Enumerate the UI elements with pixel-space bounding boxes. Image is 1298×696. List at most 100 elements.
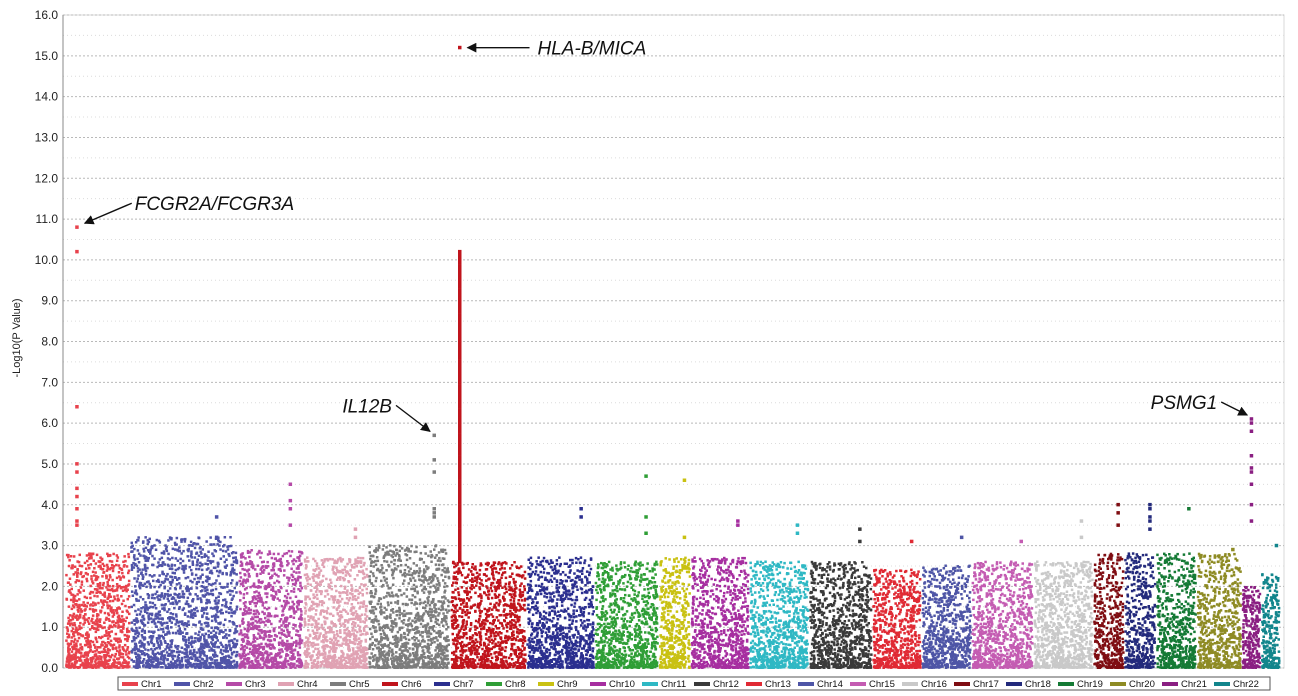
snp-point — [331, 664, 335, 667]
snp-point — [246, 561, 249, 565]
snp-point — [147, 618, 151, 621]
snp-point — [170, 563, 174, 567]
snp-point — [271, 643, 274, 646]
snp-point — [288, 576, 291, 580]
snp-point — [160, 623, 164, 626]
snp-point — [199, 575, 202, 578]
snp-point — [119, 630, 123, 633]
snp-point — [160, 656, 163, 659]
snp-point — [255, 656, 258, 660]
snp-point — [395, 641, 399, 645]
snp-point — [424, 610, 428, 613]
snp-point — [416, 591, 419, 595]
series-chr3 — [238, 482, 304, 669]
snp-point — [282, 620, 285, 623]
snp-point — [415, 631, 418, 634]
snp-point — [409, 579, 413, 582]
snp-point — [246, 549, 250, 553]
snp-point — [79, 643, 82, 646]
snp-point — [280, 641, 283, 645]
snp-point — [190, 665, 193, 668]
snp-point — [142, 664, 145, 667]
snp-point — [283, 552, 286, 556]
snp-point — [369, 637, 372, 641]
snp-point — [102, 571, 106, 574]
snp-point — [162, 561, 165, 564]
snp-point — [281, 662, 284, 666]
snp-point — [315, 585, 319, 588]
snp-point — [109, 655, 112, 658]
snp-point — [361, 556, 365, 560]
snp-point — [283, 661, 287, 665]
snp-point — [312, 601, 315, 604]
snp-point — [312, 557, 315, 561]
snp-point — [205, 598, 209, 602]
snp-point — [281, 644, 285, 647]
snp-point — [82, 601, 85, 604]
snp-point — [254, 612, 257, 615]
snp-point — [342, 591, 346, 594]
snp-point — [71, 615, 74, 619]
snp-point — [99, 564, 102, 568]
snp-point — [361, 659, 364, 663]
snp-point — [295, 633, 298, 637]
snp-point — [309, 615, 313, 618]
snp-point — [308, 652, 311, 655]
snp-point — [334, 648, 337, 652]
snp-point — [415, 564, 418, 567]
snp-point — [126, 637, 130, 640]
snp-point — [148, 574, 152, 577]
snp-point — [297, 665, 301, 668]
snp-point — [162, 607, 166, 610]
snp-point — [292, 570, 296, 573]
snp-point — [153, 557, 156, 560]
snp-point — [74, 658, 77, 661]
snp-point — [234, 627, 237, 631]
snp-point — [322, 615, 326, 619]
snp-point — [106, 601, 109, 604]
snp-point — [260, 628, 263, 632]
snp-point — [344, 638, 347, 641]
snp-point — [100, 660, 104, 663]
snp-point — [263, 660, 266, 663]
series-chr5 — [368, 433, 451, 669]
snp-point — [315, 602, 319, 606]
snp-point — [122, 661, 125, 664]
snp-point — [391, 654, 394, 657]
snp-point — [117, 598, 121, 602]
snp-point — [97, 601, 100, 605]
snp-point — [365, 631, 369, 635]
snp-point — [174, 548, 177, 551]
snp-point — [99, 618, 102, 621]
snp-point — [290, 573, 293, 577]
snp-point — [441, 651, 445, 655]
snp-point — [126, 588, 129, 591]
snp-point — [245, 586, 248, 590]
snp-point — [250, 622, 253, 625]
snp-point — [233, 610, 237, 613]
snp-point — [338, 666, 341, 669]
snp-point — [269, 652, 272, 655]
snp-point — [127, 569, 131, 572]
snp-point — [89, 590, 93, 594]
snp-point — [118, 618, 122, 621]
snp-point — [265, 643, 268, 647]
snp-point — [106, 552, 109, 556]
snp-point — [397, 559, 400, 562]
snp-point — [295, 660, 299, 663]
snp-point — [354, 621, 357, 625]
snp-point — [291, 662, 294, 666]
snp-point — [233, 644, 236, 647]
snp-point — [107, 617, 110, 621]
snp-point — [303, 624, 307, 627]
snp-point — [344, 636, 348, 639]
snp-point — [147, 648, 150, 652]
snp-point — [219, 641, 222, 645]
snp-point — [86, 631, 89, 634]
snp-point — [88, 592, 92, 595]
snp-point — [361, 569, 365, 572]
snp-point — [332, 666, 336, 669]
snp-point — [235, 650, 239, 654]
snp-point — [286, 560, 289, 563]
snp-point — [281, 639, 284, 642]
